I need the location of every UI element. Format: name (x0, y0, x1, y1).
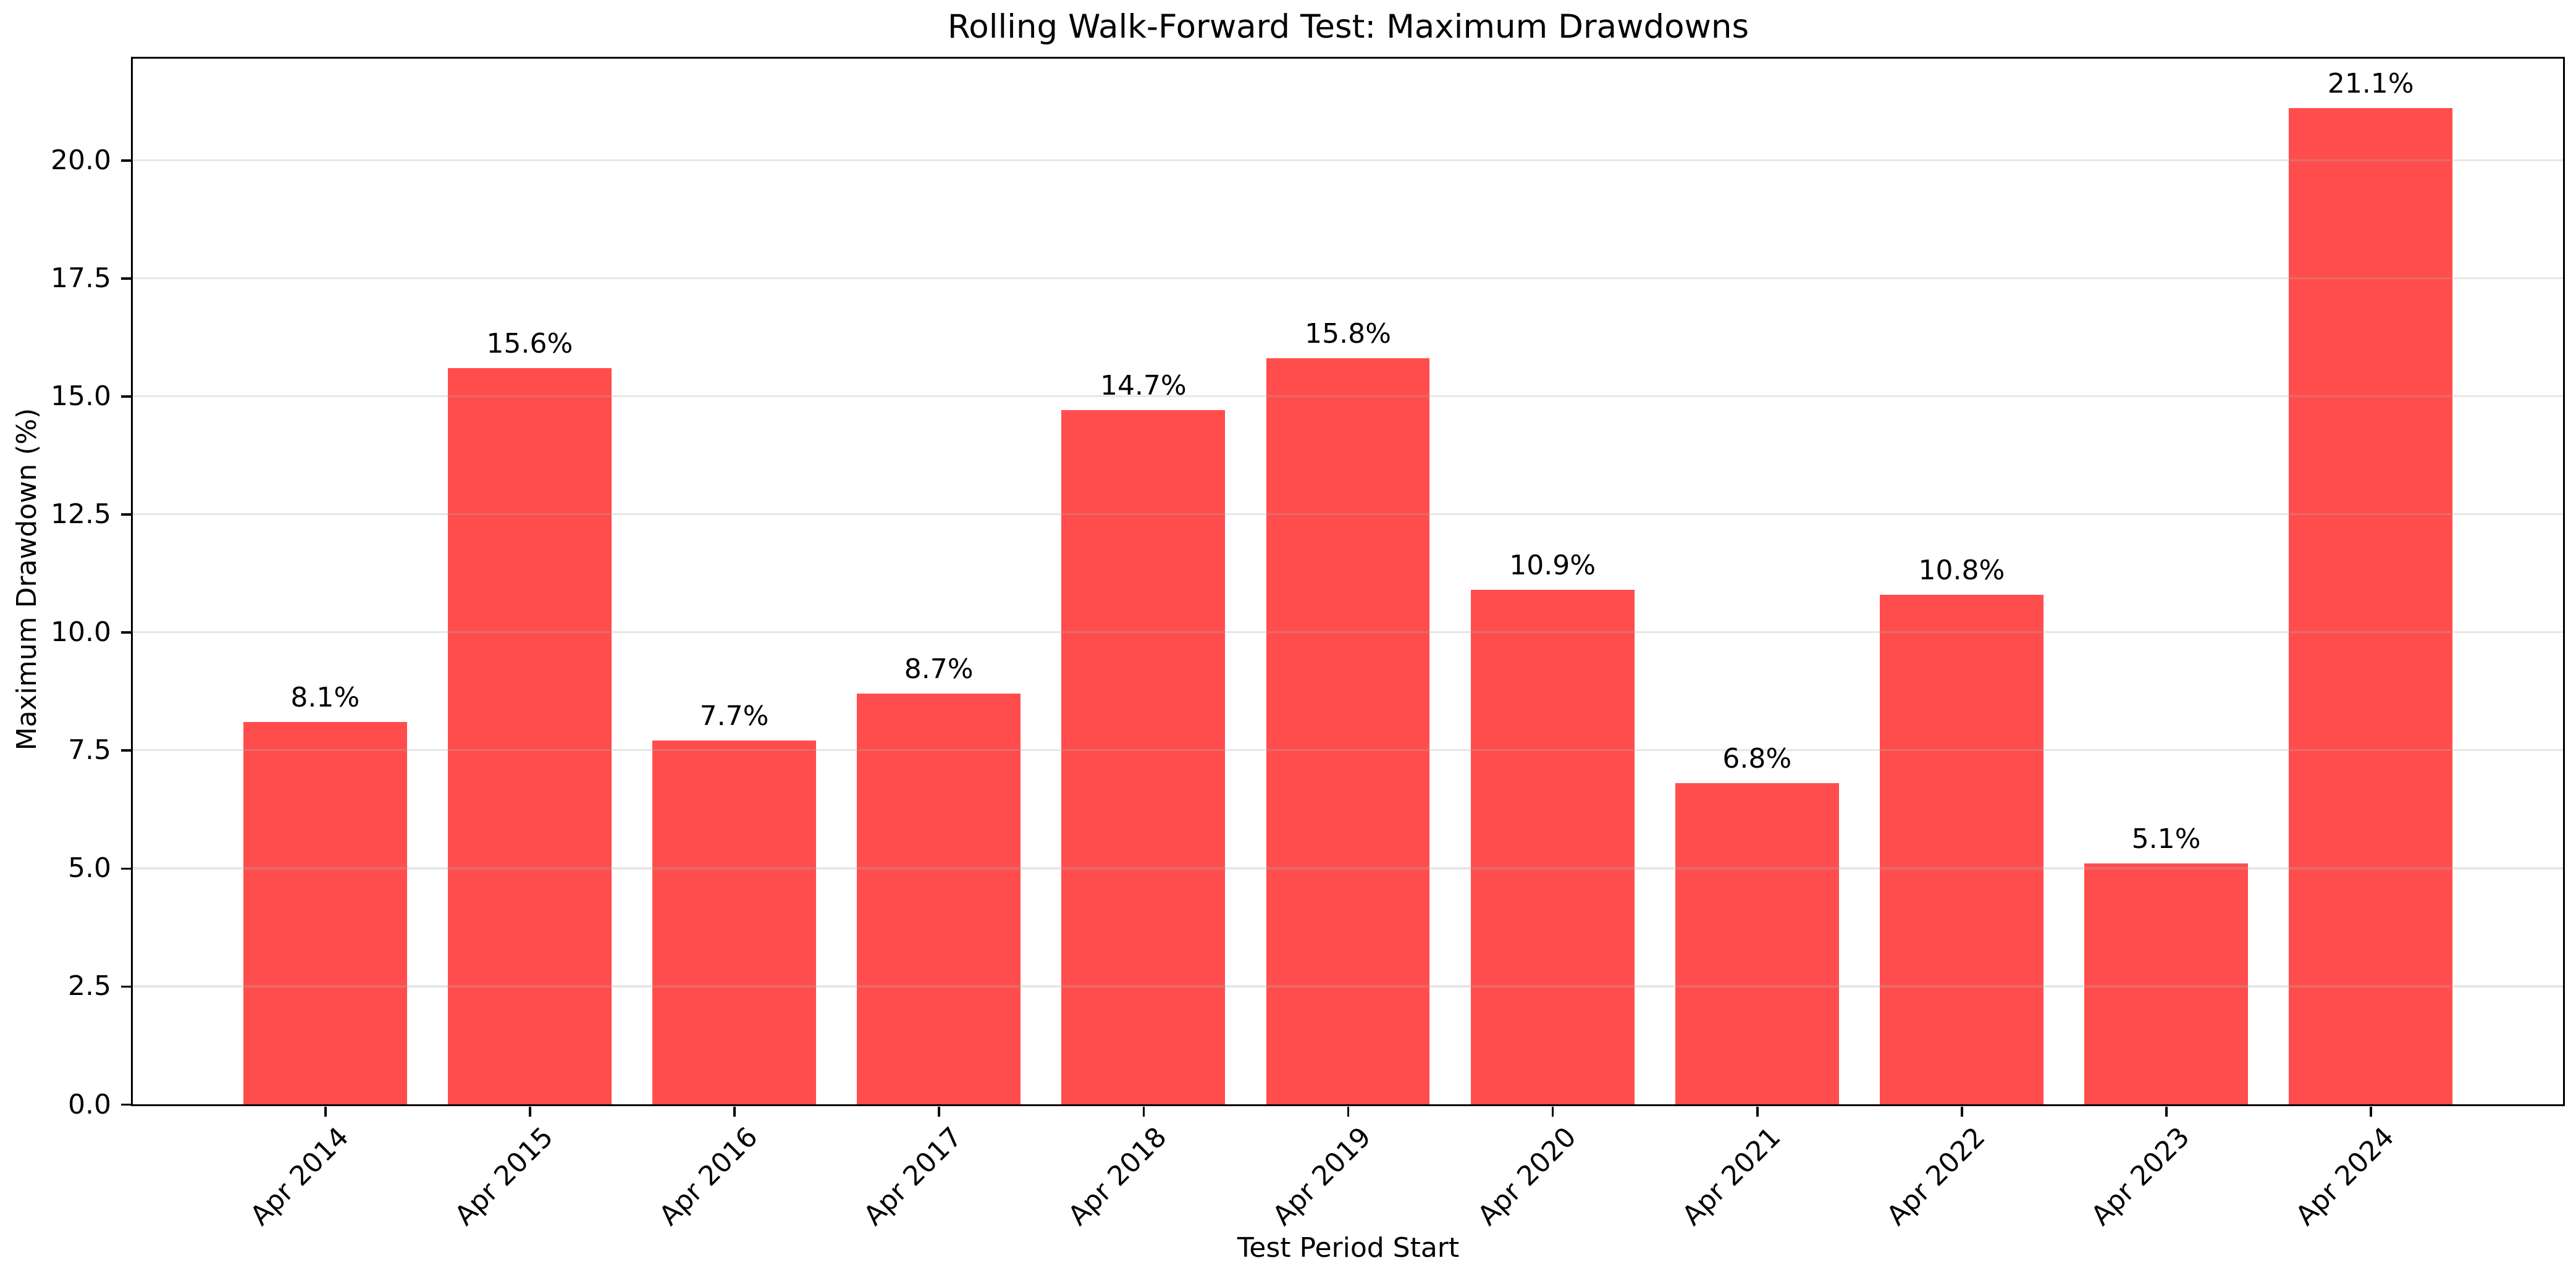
y-tick-label: 15.0 (51, 380, 111, 412)
x-tick-label: Apr 2016 (653, 1121, 764, 1232)
x-tick (2370, 1107, 2372, 1117)
bar-value-label: 10.9% (1509, 549, 1596, 581)
y-tick (121, 1103, 131, 1106)
y-tick-label: 10.0 (51, 616, 111, 648)
y-tick-label: 5.0 (68, 852, 111, 884)
x-tick (2165, 1107, 2168, 1117)
x-tick (529, 1107, 531, 1117)
x-tick-label: Apr 2014 (244, 1121, 355, 1232)
chart-title: Rolling Walk-Forward Test: Maximum Drawd… (947, 8, 1749, 46)
plot-area: 8.1% 15.6% 7.7% 8.7% 14.7% 15.8% 10.9% 6.8% 10.8… (131, 57, 2565, 1106)
bar-value-label: 10.8% (1918, 554, 2005, 586)
bar (2289, 108, 2453, 1104)
x-tick-label: Apr 2017 (857, 1121, 969, 1232)
y-tick-label: 20.0 (51, 144, 111, 176)
x-tick (733, 1107, 736, 1117)
y-tick-label: 0.0 (68, 1088, 111, 1120)
bar-value-label: 8.7% (904, 653, 974, 686)
bar (1470, 589, 1635, 1104)
bar (243, 721, 407, 1104)
x-tick-label: Apr 2023 (2085, 1121, 2196, 1232)
x-tick (1961, 1107, 1963, 1117)
bar-value-label: 15.6% (486, 327, 573, 359)
bar (1266, 358, 1430, 1104)
y-tick-label: 17.5 (51, 262, 111, 294)
gridline (133, 749, 2563, 752)
bar (1879, 594, 2044, 1104)
y-tick (121, 985, 131, 988)
y-tick (121, 631, 131, 634)
gridline (133, 277, 2563, 280)
x-axis-label: Test Period Start (1237, 1232, 1460, 1264)
x-tick (1756, 1107, 1759, 1117)
y-tick (121, 395, 131, 398)
gridline (133, 513, 2563, 516)
gridline (133, 631, 2563, 634)
bar (1675, 783, 1839, 1104)
y-axis-label: Maximum Drawdown (%) (11, 408, 43, 751)
x-tick (1142, 1107, 1145, 1117)
x-tick-label: Apr 2022 (1880, 1121, 1992, 1232)
x-tick (938, 1107, 940, 1117)
x-tick-label: Apr 2020 (1471, 1121, 1582, 1232)
bar-value-label: 6.8% (1722, 743, 1792, 775)
bar-value-label: 7.7% (699, 700, 769, 732)
x-tick-label: Apr 2018 (1062, 1121, 1173, 1232)
bar-value-label: 15.8% (1305, 318, 1391, 350)
bar (857, 694, 1021, 1104)
bar (447, 367, 612, 1104)
y-tick-label: 7.5 (68, 734, 111, 766)
bar (2084, 863, 2249, 1104)
gridline (133, 867, 2563, 870)
y-tick-label: 12.5 (51, 498, 111, 531)
y-tick (121, 867, 131, 870)
bar-value-label: 21.1% (2327, 68, 2414, 100)
y-tick-label: 2.5 (68, 970, 111, 1002)
y-tick (121, 749, 131, 752)
bar (1061, 410, 1226, 1104)
x-tick-label: Apr 2015 (448, 1121, 560, 1232)
bar-value-label: 5.1% (2131, 823, 2201, 855)
y-tick (121, 277, 131, 280)
x-tick-label: Apr 2019 (1266, 1121, 1378, 1232)
x-tick-label: Apr 2024 (2289, 1121, 2401, 1232)
x-tick (1347, 1107, 1350, 1117)
y-tick (121, 159, 131, 162)
gridline (133, 159, 2563, 162)
bar (652, 741, 816, 1104)
bar-value-label: 14.7% (1100, 370, 1187, 402)
bar-value-label: 8.1% (290, 681, 360, 713)
x-tick (324, 1107, 327, 1117)
gridline (133, 985, 2563, 988)
gridline (133, 395, 2563, 398)
x-tick-label: Apr 2021 (1676, 1121, 1787, 1232)
y-tick (121, 513, 131, 516)
x-tick (1551, 1107, 1554, 1117)
